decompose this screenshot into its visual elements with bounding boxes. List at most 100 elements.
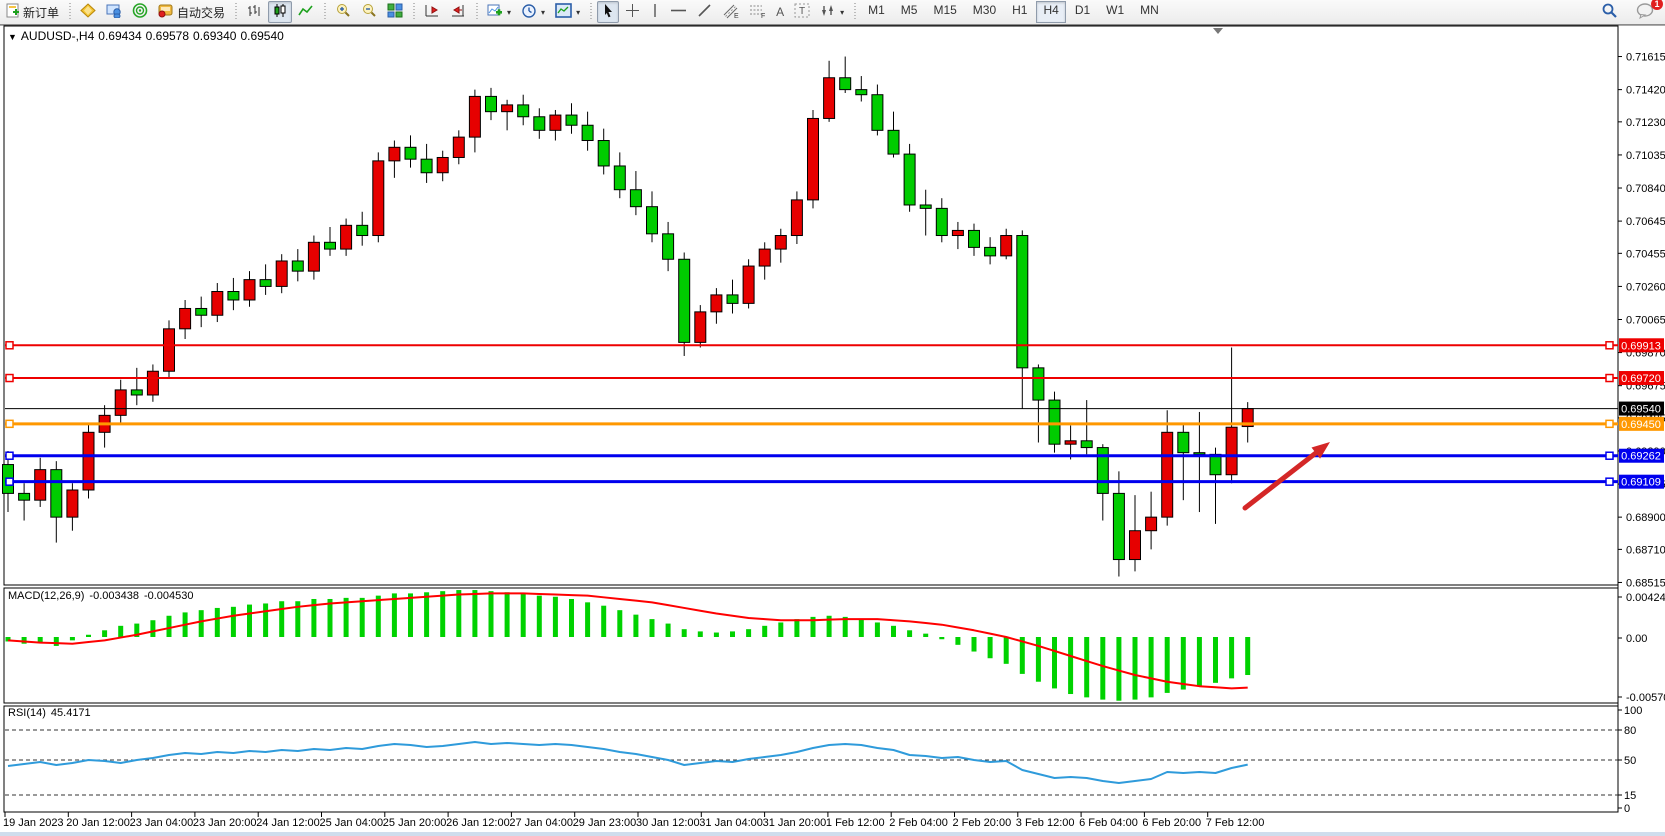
text-label-icon: T [794, 3, 810, 21]
svg-text:0.70065: 0.70065 [1626, 314, 1665, 326]
vertical-line-tool-button[interactable] [646, 1, 664, 23]
channel-tool-button[interactable]: E [718, 1, 743, 23]
text-tool-button[interactable]: A [772, 1, 788, 23]
crosshair-button[interactable] [621, 1, 644, 23]
svg-text:2 Feb 20:00: 2 Feb 20:00 [953, 817, 1012, 829]
cursor-button[interactable] [597, 1, 620, 23]
svg-text:29 Jan 23:00: 29 Jan 23:00 [573, 817, 637, 829]
arrows-icon [820, 3, 836, 21]
toolbar-grip [852, 3, 858, 21]
bar-chart-icon [246, 3, 262, 21]
tile-windows-button[interactable] [383, 1, 407, 23]
dropdown-caret-icon: ▾ [576, 7, 581, 17]
market-watch-button[interactable] [76, 1, 100, 23]
equidistant-channel-icon: E [722, 3, 739, 22]
alerts-button[interactable] [128, 1, 152, 23]
svg-text:0.70260: 0.70260 [1626, 281, 1665, 293]
line-chart-button[interactable] [294, 1, 318, 23]
date-axis[interactable]: 19 Jan 2023 20 Jan 12:00 23 Jan 04:00 23 Ja… [3, 812, 1264, 829]
timeframe-h1-button[interactable]: H1 [1012, 3, 1028, 17]
zoom-in-icon [335, 3, 351, 22]
svg-text:31 Jan 20:00: 31 Jan 20:00 [763, 817, 827, 829]
toolbar-grip [233, 3, 239, 21]
candlestick-chart-icon [272, 3, 288, 21]
timeframe-group: M1 M5 M15 M30 H1 H4 D1 W1 MN [860, 1, 1167, 23]
svg-text:24 Jan 12:00: 24 Jan 12:00 [256, 817, 320, 829]
svg-text:26 Jan 12:00: 26 Jan 12:00 [446, 817, 510, 829]
macd-name: MACD(12,26,9) [8, 590, 85, 602]
svg-text:100: 100 [1624, 705, 1642, 717]
vertical-line-icon [650, 3, 660, 21]
svg-text:20 Jan 12:00: 20 Jan 12:00 [66, 817, 130, 829]
clock-icon [521, 3, 537, 22]
new-order-icon [5, 3, 20, 21]
autotrading-button[interactable]: 自动交易 [154, 1, 229, 23]
auto-scroll-button[interactable] [420, 1, 444, 23]
fibonacci-tool-button[interactable]: F [745, 1, 770, 23]
toolbar-grip [67, 3, 73, 21]
svg-text:0.71420: 0.71420 [1626, 85, 1665, 97]
horizontal-line-tool-button[interactable] [666, 1, 691, 23]
search-icon [1601, 2, 1618, 22]
templates-button[interactable]: ▾ [551, 1, 584, 23]
svg-text:25 Jan 20:00: 25 Jan 20:00 [383, 817, 447, 829]
svg-text:0.70840: 0.70840 [1626, 183, 1665, 195]
timeframe-m5-button[interactable]: M5 [900, 3, 918, 17]
chat-button[interactable]: 1 [1632, 0, 1663, 23]
timeframe-m30-button[interactable]: M30 [972, 3, 997, 17]
timeframe-m15-button[interactable]: M15 [933, 3, 957, 17]
toolbar: 新订单 自动交易 [0, 0, 1665, 25]
zoom-out-button[interactable] [357, 1, 381, 23]
indicators-button[interactable]: ▾ [483, 1, 515, 23]
symbol-period-label: AUDUSD-,H4 [20, 29, 95, 43]
svg-text:0.68710: 0.68710 [1626, 544, 1665, 556]
chat-unread-badge: 1 [1651, 0, 1663, 10]
svg-text:-0.005709: -0.005709 [1626, 692, 1665, 704]
bar-chart-button[interactable] [242, 1, 266, 23]
rsi-layer [5, 729, 1618, 796]
annotations-layer[interactable] [1242, 442, 1330, 511]
trendline-tool-button[interactable] [693, 1, 716, 23]
search-button[interactable] [1597, 1, 1622, 23]
timeframe-d1-button[interactable]: D1 [1074, 3, 1091, 17]
hlines-layer[interactable]: 0.69913 0.69720 0.69540 0.69450 0.69262 0.691… [5, 338, 1664, 489]
svg-text:0.71035: 0.71035 [1626, 150, 1665, 162]
svg-text:30 Jan 12:00: 30 Jan 12:00 [636, 817, 700, 829]
svg-text:50: 50 [1624, 755, 1636, 767]
svg-text:F: F [761, 13, 765, 19]
timeframe-mn-button[interactable]: MN [1140, 3, 1159, 17]
svg-text:0.69450: 0.69450 [1621, 419, 1661, 431]
svg-text:0.70645: 0.70645 [1626, 216, 1665, 228]
arrows-tool-button[interactable]: ▾ [816, 1, 848, 23]
svg-text:7 Feb 12:00: 7 Feb 12:00 [1206, 817, 1265, 829]
trend-arrow[interactable] [1242, 448, 1322, 511]
candles-layer [2, 56, 1254, 577]
new-order-button[interactable]: 新订单 [1, 1, 63, 23]
svg-text:23 Jan 04:00: 23 Jan 04:00 [130, 817, 194, 829]
symbol-dropdown-icon[interactable]: ▼ [8, 32, 17, 42]
label-tool-button[interactable]: T [790, 1, 814, 23]
svg-text:0.69540: 0.69540 [1621, 404, 1661, 416]
svg-text:E: E [734, 13, 739, 19]
data-window-button[interactable] [102, 1, 126, 23]
chart-shift-button[interactable] [446, 1, 470, 23]
rsi-panel-label: RSI(14) 45.4171 [8, 707, 96, 719]
tile-windows-icon [387, 3, 403, 21]
periods-button[interactable]: ▾ [517, 1, 549, 23]
svg-text:0.004243: 0.004243 [1626, 592, 1665, 604]
toolbar-grip [411, 3, 417, 21]
svg-text:15: 15 [1624, 790, 1636, 802]
timeframe-w1-button[interactable]: W1 [1106, 3, 1125, 17]
crosshair-icon [625, 3, 640, 21]
zoom-in-button[interactable] [331, 1, 355, 23]
zoom-out-icon [361, 3, 377, 22]
timeframe-m1-button[interactable]: M1 [868, 3, 885, 17]
dropdown-caret-icon: ▾ [507, 7, 512, 17]
svg-text:6 Feb 20:00: 6 Feb 20:00 [1142, 817, 1201, 829]
template-icon [555, 3, 572, 21]
price-axis[interactable]: 0.71615 0.71420 0.71230 0.71035 0.70840 0.706… [1618, 52, 1665, 590]
timeframe-h4-button[interactable]: H4 [1036, 1, 1066, 23]
candlestick-chart-button[interactable] [268, 1, 293, 23]
